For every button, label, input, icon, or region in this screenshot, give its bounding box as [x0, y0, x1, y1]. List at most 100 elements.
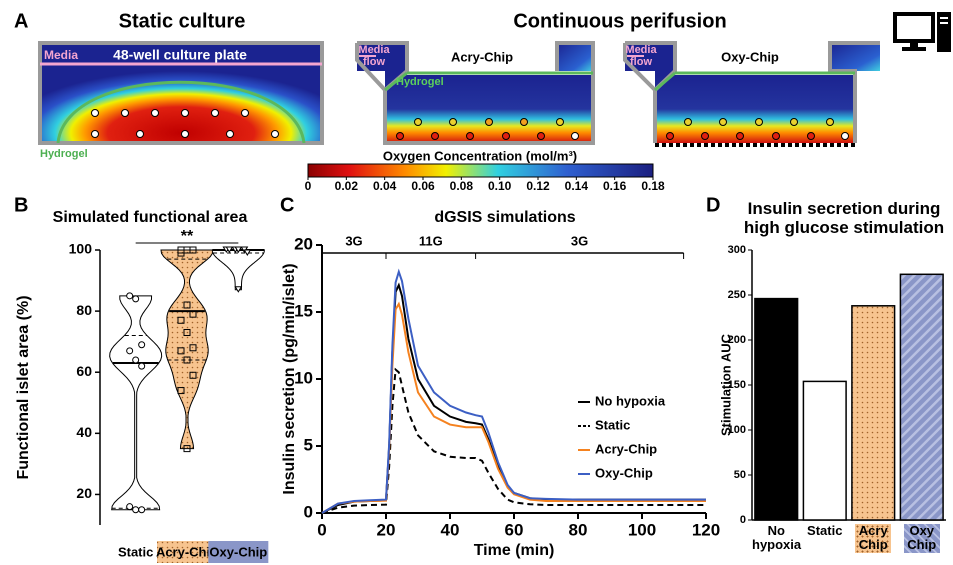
chip-outline — [355, 43, 387, 92]
data-point — [183, 445, 191, 453]
violin — [211, 249, 265, 291]
colorbar-tick-label: 0.06 — [411, 179, 435, 193]
data-point — [240, 246, 249, 253]
islets — [666, 118, 849, 140]
data-point — [177, 347, 185, 355]
y-tick-label: 40 — [76, 424, 92, 440]
data-point — [126, 292, 134, 300]
colorbar-tick-label: 0.02 — [335, 179, 359, 193]
violin — [160, 249, 214, 450]
colorbar — [307, 163, 654, 178]
data-point — [126, 347, 134, 355]
x-tick-label: No hypoxia — [752, 523, 802, 553]
series-line — [321, 268, 706, 514]
x-tick-label: 100 — [628, 520, 656, 539]
x-tick-label: Acry Chip — [855, 523, 892, 553]
legend-label: No hypoxia — [595, 393, 666, 408]
category-background — [112, 541, 159, 563]
phase-label: 11G — [419, 233, 443, 248]
data-point — [243, 249, 252, 257]
x-tick-label: 120 — [692, 520, 720, 539]
colorbar-tick-label: 0.12 — [526, 179, 550, 193]
y-tick-label: 50 — [734, 469, 746, 481]
y-tick-label: 200 — [728, 334, 746, 346]
data-point — [189, 344, 197, 352]
x-tick-label: 80 — [569, 520, 588, 539]
chart-title: Simulated functional area — [53, 209, 248, 226]
chip-name: Acry-Chip — [451, 49, 513, 64]
colorbar-tick-label: 0.10 — [488, 179, 512, 193]
hydrogel-label: Hydrogel — [40, 148, 88, 160]
data-point — [183, 301, 191, 309]
y-tick-label: 10 — [294, 368, 313, 387]
chip-outline — [623, 43, 657, 92]
legend-label: Oxy-Chip — [595, 465, 653, 480]
y-tick-label: 150 — [728, 379, 746, 391]
y-tick-label: 60 — [76, 363, 92, 379]
colorbar-tick-label: 0.14 — [565, 179, 589, 193]
data-point — [138, 506, 146, 514]
bar — [802, 380, 847, 521]
static-plate — [38, 41, 324, 145]
bar — [851, 305, 896, 521]
outlet — [830, 43, 880, 71]
phase-label: 3G — [345, 233, 362, 248]
chip-heatmap — [385, 75, 593, 143]
bar — [899, 273, 944, 521]
hydrogel-line — [654, 71, 676, 92]
data-point — [189, 310, 197, 318]
y-tick-label: 15 — [294, 301, 313, 320]
data-point — [183, 356, 191, 364]
panel-label: D — [706, 194, 720, 216]
data-point — [234, 286, 243, 293]
x-tick-label: 20 — [377, 520, 396, 539]
y-axis-label: Functional islet area (%) — [15, 295, 32, 479]
significance-label: ** — [181, 228, 194, 245]
colorbar-tick-label: 0.04 — [373, 179, 397, 193]
panel-label: A — [14, 10, 28, 32]
data-point — [132, 295, 140, 303]
data-point — [132, 356, 140, 364]
panel-title: Continuous perifusion — [513, 10, 726, 32]
y-axis-label: Stimulation AUC — [718, 333, 733, 436]
data-point — [138, 341, 146, 349]
data-point — [177, 387, 185, 395]
data-point — [177, 316, 185, 324]
y-tick-label: 300 — [728, 244, 746, 256]
x-tick-label: Static — [807, 523, 843, 538]
x-tick-label: 0 — [317, 520, 326, 539]
x-tick-label: Acry-Chip — [156, 544, 218, 559]
plate-label: 48-well culture plate — [113, 47, 247, 63]
bar — [754, 297, 799, 521]
category-background — [157, 541, 217, 563]
data-point — [234, 246, 243, 253]
y-tick-label: 5 — [304, 435, 313, 454]
x-tick-label: 60 — [505, 520, 524, 539]
category-background — [208, 541, 269, 563]
chip-outline — [357, 41, 595, 145]
y-tick-label: 0 — [304, 502, 313, 521]
x-tick-label: 40 — [441, 520, 460, 539]
chip-heatmap — [655, 75, 855, 143]
phase-label: 3G — [571, 233, 588, 248]
colorbar-tick-label: 0 — [305, 179, 312, 193]
y-tick-label: 250 — [728, 289, 746, 301]
y-axis-label: Insulin secretion (pg/min/islet) — [281, 263, 298, 494]
panel-label: B — [14, 194, 28, 216]
x-tick-label: Oxy-Chip — [209, 544, 267, 559]
legend-label: Static — [595, 417, 630, 432]
panel-a: A Static culture Continuous perifusion M… — [14, 10, 951, 178]
y-tick-label: 100 — [728, 424, 746, 436]
panel-label: C — [280, 194, 294, 216]
data-point — [138, 362, 146, 370]
islets — [396, 118, 579, 140]
data-point — [183, 329, 191, 336]
media-label: Media — [44, 48, 78, 62]
x-axis-label: Time (min) — [474, 542, 555, 559]
violin — [109, 295, 163, 511]
y-tick-label: 80 — [76, 302, 92, 318]
y-tick-label: 0 — [740, 514, 746, 526]
data-point — [177, 249, 185, 257]
colorbar-label: Oxygen Concentration (mol/m³) — [383, 148, 577, 163]
